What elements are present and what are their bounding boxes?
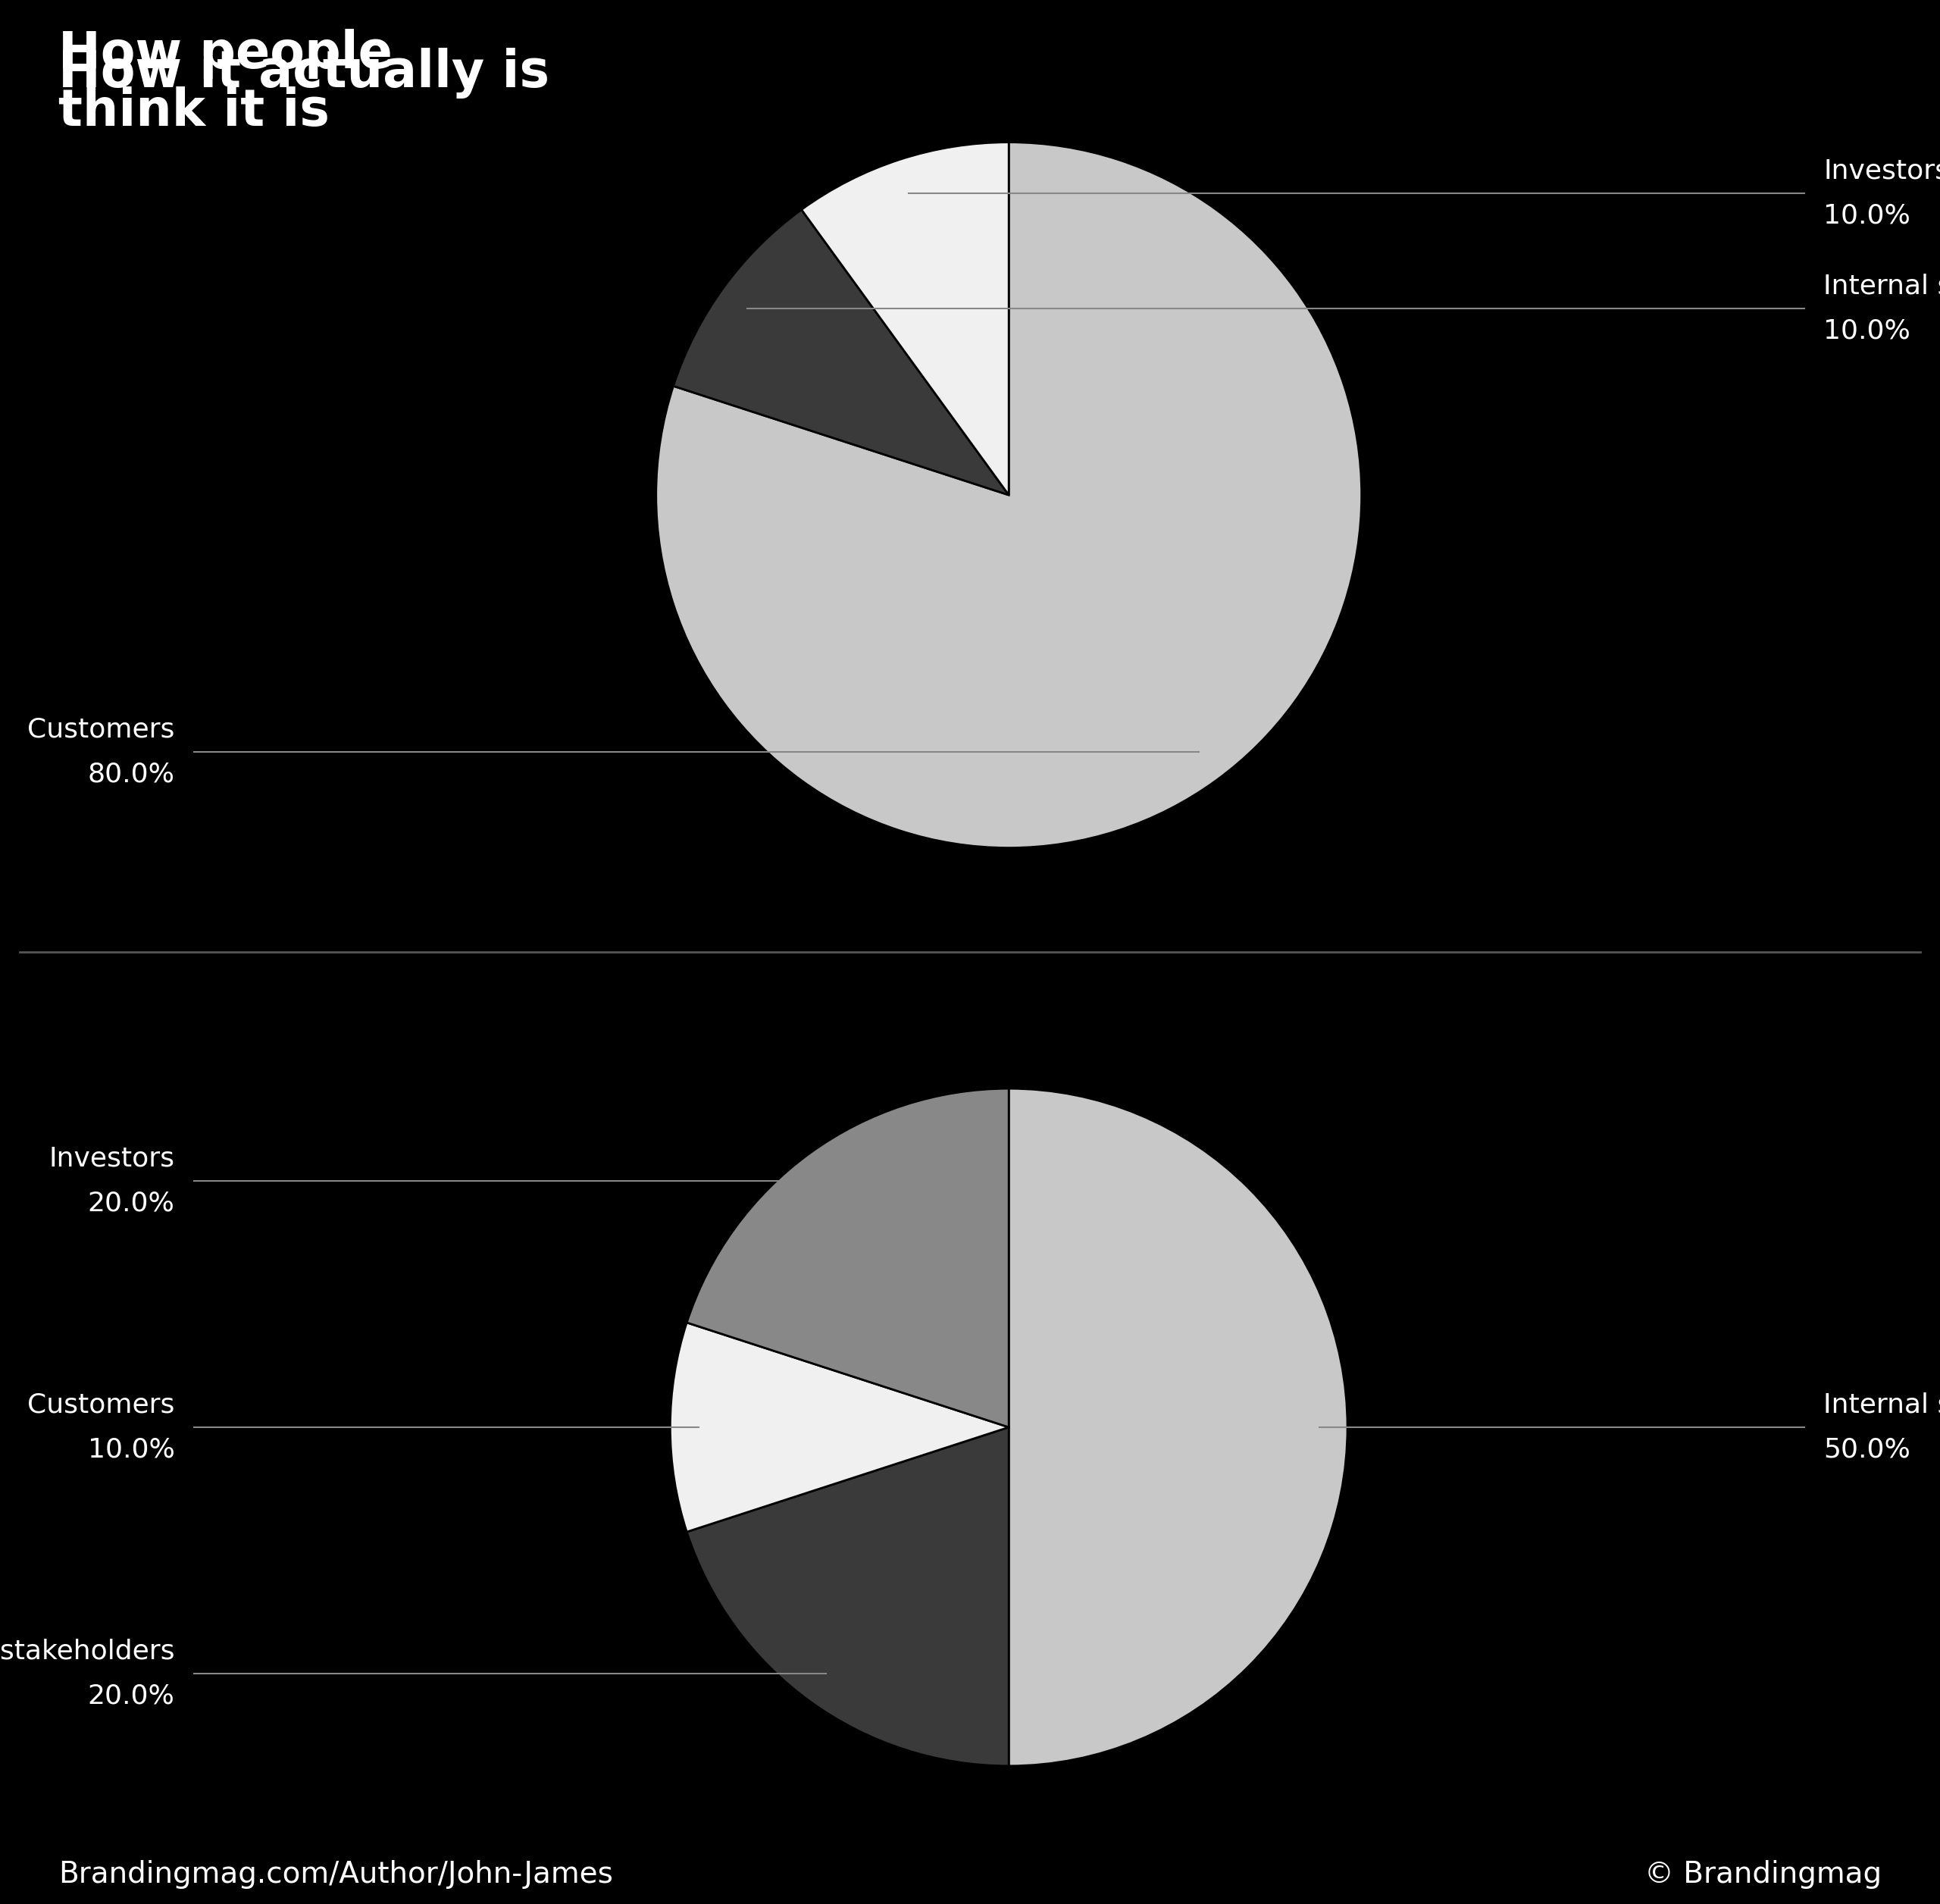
Text: Investors: Investors [48,1146,175,1171]
Wedge shape [1009,1089,1348,1765]
Wedge shape [801,143,1009,495]
Text: 10.0%: 10.0% [1824,318,1911,345]
Text: Brandingmag.com/Author/John-James: Brandingmag.com/Author/John-James [58,1860,613,1889]
Text: Customers: Customers [27,1392,175,1418]
Wedge shape [687,1428,1009,1765]
Text: Internal stakeholders: Internal stakeholders [1824,274,1940,299]
Wedge shape [673,209,1009,495]
Wedge shape [669,1323,1009,1533]
Text: 50.0%: 50.0% [1824,1438,1911,1462]
Text: How people
think it is: How people think it is [58,29,392,137]
Text: Other external stakeholders: Other external stakeholders [0,1639,175,1664]
Wedge shape [687,1089,1009,1428]
Text: 20.0%: 20.0% [87,1190,175,1217]
Text: © Brandingmag: © Brandingmag [1645,1860,1882,1889]
Text: 10.0%: 10.0% [87,1438,175,1462]
Text: 80.0%: 80.0% [87,762,175,786]
Text: Customers: Customers [27,716,175,743]
Text: How it actually is: How it actually is [58,48,549,99]
Text: 10.0%: 10.0% [1824,202,1911,228]
Text: Investors: Investors [1824,158,1940,183]
Wedge shape [656,143,1362,847]
Text: Internal stakeholders: Internal stakeholders [1824,1392,1940,1418]
Text: 20.0%: 20.0% [87,1683,175,1710]
